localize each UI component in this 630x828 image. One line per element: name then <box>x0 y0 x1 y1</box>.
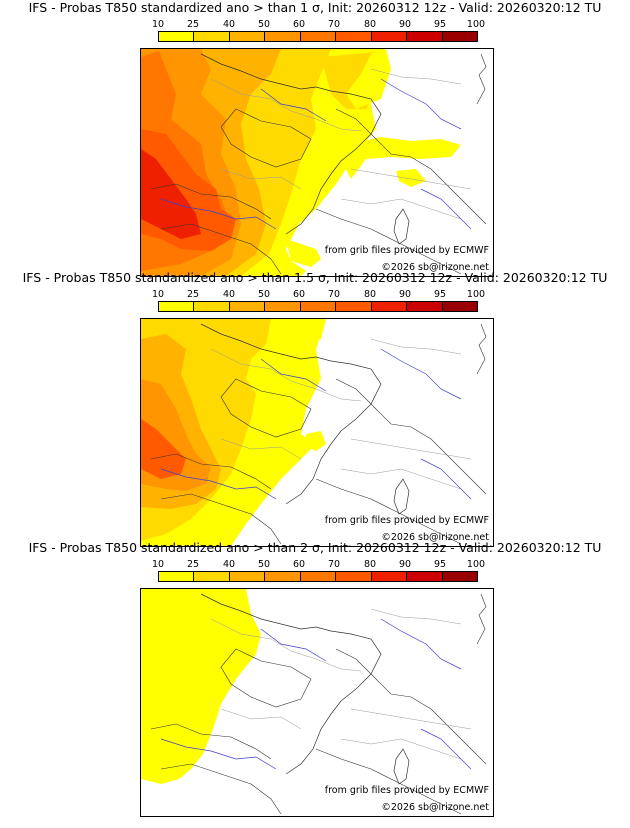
colorbar-swatch <box>442 572 477 581</box>
tick-label: 40 <box>222 19 236 30</box>
tick-label: 100 <box>466 289 486 300</box>
colorbar-swatch <box>229 572 266 581</box>
tick-label: 70 <box>327 19 341 30</box>
colorbar-ticks: 10 25 40 50 60 70 80 90 95 100 <box>0 559 630 571</box>
colorbar <box>158 31 478 42</box>
tick-label: 25 <box>186 19 200 30</box>
tick-label: 70 <box>327 559 341 570</box>
tick-label: 25 <box>186 559 200 570</box>
tick-label: 90 <box>398 559 412 570</box>
tick-label: 80 <box>363 19 377 30</box>
copyright-credit: ©2026 sb@irizone.net <box>381 802 489 813</box>
colorbar-swatch <box>371 302 408 311</box>
tick-label: 90 <box>398 19 412 30</box>
tick-label: 40 <box>222 559 236 570</box>
source-credit: from grib files provided by ECMWF <box>324 515 489 526</box>
tick-label: 100 <box>466 19 486 30</box>
panel-2-sigma: IFS - Probas T850 standardized ano > tha… <box>0 540 630 822</box>
source-credit: from grib files provided by ECMWF <box>324 785 489 796</box>
probability-map: from grib files provided by ECMWF ©2026 … <box>140 48 494 277</box>
colorbar-swatch <box>159 572 195 581</box>
panel-title: IFS - Probas T850 standardized ano > tha… <box>22 270 608 285</box>
tick-label: 95 <box>433 289 447 300</box>
tick-label: 95 <box>433 19 447 30</box>
panel-title: IFS - Probas T850 standardized ano > tha… <box>28 540 602 555</box>
colorbar-swatch <box>407 572 443 581</box>
colorbar-swatch <box>407 32 443 41</box>
tick-label: 50 <box>257 559 271 570</box>
colorbar-swatch <box>265 32 301 41</box>
tick-label: 80 <box>363 559 377 570</box>
tick-label: 25 <box>186 289 200 300</box>
colorbar-swatch <box>265 302 301 311</box>
colorbar <box>158 571 478 582</box>
tick-label: 60 <box>292 559 306 570</box>
colorbar-swatch <box>159 32 195 41</box>
colorbar-swatch <box>336 32 372 41</box>
tick-label: 95 <box>433 559 447 570</box>
tick-label: 50 <box>257 19 271 30</box>
colorbar-swatch <box>300 572 337 581</box>
colorbar-swatch <box>407 302 443 311</box>
probability-map: from grib files provided by ECMWF ©2026 … <box>140 588 494 817</box>
colorbar-swatch <box>194 302 230 311</box>
colorbar-swatch <box>229 302 266 311</box>
colorbar-swatch <box>300 32 337 41</box>
panel-1-sigma: IFS - Probas T850 standardized ano > tha… <box>0 0 630 277</box>
tick-label: 10 <box>151 559 165 570</box>
tick-label: 80 <box>363 289 377 300</box>
colorbar-swatch <box>194 32 230 41</box>
colorbar-swatch <box>265 572 301 581</box>
tick-label: 50 <box>257 289 271 300</box>
colorbar-swatch <box>300 302 337 311</box>
tick-label: 90 <box>398 289 412 300</box>
colorbar-swatch <box>336 302 372 311</box>
copyright-credit: ©2026 sb@irizone.net <box>381 262 489 273</box>
tick-label: 70 <box>327 289 341 300</box>
copyright-credit: ©2026 sb@irizone.net <box>381 532 489 543</box>
tick-label: 10 <box>151 19 165 30</box>
colorbar-swatch <box>194 572 230 581</box>
colorbar-ticks: 10 25 40 50 60 70 80 90 95 100 <box>0 19 630 31</box>
tick-label: 60 <box>292 19 306 30</box>
map-graphic <box>141 49 487 276</box>
probability-map: from grib files provided by ECMWF ©2026 … <box>140 318 494 547</box>
tick-label: 10 <box>151 289 165 300</box>
map-graphic <box>141 589 487 815</box>
tick-label: 40 <box>222 289 236 300</box>
map-graphic <box>141 319 487 546</box>
tick-label: 100 <box>466 559 486 570</box>
colorbar-swatch <box>229 32 266 41</box>
tick-label: 60 <box>292 289 306 300</box>
colorbar-ticks: 10 25 40 50 60 70 80 90 95 100 <box>0 289 630 301</box>
colorbar-swatch <box>371 572 408 581</box>
source-credit: from grib files provided by ECMWF <box>324 245 489 256</box>
colorbar-swatch <box>159 302 195 311</box>
panel-title: IFS - Probas T850 standardized ano > tha… <box>28 0 602 15</box>
colorbar-swatch <box>442 32 477 41</box>
colorbar <box>158 301 478 312</box>
colorbar-swatch <box>371 32 408 41</box>
panel-1-5-sigma: IFS - Probas T850 standardized ano > tha… <box>0 270 630 547</box>
colorbar-swatch <box>336 572 372 581</box>
colorbar-swatch <box>442 302 477 311</box>
